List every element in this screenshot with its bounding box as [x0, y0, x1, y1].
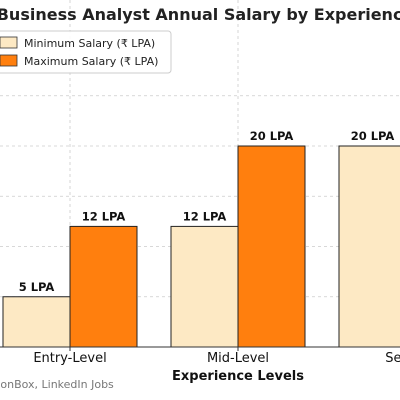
legend-swatch-maximum: [0, 54, 18, 67]
x-tick-labels: Entry-Level Mid-Level Senior: [33, 347, 400, 366]
data-label: 12 LPA: [82, 209, 126, 223]
bar-maximum: [69, 225, 138, 348]
x-tick-label: Senior: [385, 351, 400, 366]
data-label: 20 LPA: [250, 129, 294, 143]
data-label: 12 LPA: [183, 209, 227, 223]
x-tick-label: Mid-Level: [207, 351, 269, 366]
bar-minimum: [170, 225, 239, 348]
bar-minimum: [338, 145, 400, 348]
x-axis-label: Experience Levels: [172, 369, 304, 384]
legend-label-minimum: Minimum Salary (₹ LPA): [24, 37, 155, 50]
x-tick-label: Entry-Level: [33, 351, 106, 366]
data-labels: 5 LPA 12 LPA 20 LPA 12 LPA 20 LPA: [19, 129, 395, 294]
data-label: 5 LPA: [19, 280, 55, 294]
legend: Minimum Salary (₹ LPA) Maximum Salary (₹…: [0, 30, 172, 74]
chart-title: Business Analyst Annual Salary by Experi…: [0, 5, 400, 24]
legend-label-maximum: Maximum Salary (₹ LPA): [24, 55, 158, 68]
bar-minimum: [2, 296, 71, 348]
data-label: 20 LPA: [351, 129, 395, 143]
bar-maximum: [237, 145, 306, 348]
bars: [2, 145, 400, 348]
legend-swatch-minimum: [0, 36, 18, 49]
source-note: Sources: AmbitionBox, LinkedIn Jobs: [0, 378, 114, 391]
legend-box: [0, 30, 172, 74]
